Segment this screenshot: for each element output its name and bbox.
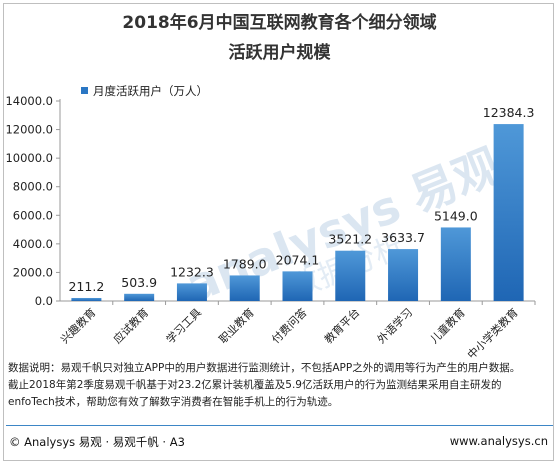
value-label: 503.9 — [121, 275, 157, 290]
category-label: 儿童教育 — [427, 305, 468, 346]
y-tick-label: 0.0 — [35, 294, 53, 308]
chart-title-line1: 2018年6月中国互联网教育各个细分领域 — [122, 13, 437, 33]
value-labels: 211.2 503.9 1232.3 1789.0 2074.1 3521.2 3633.7… — [68, 105, 534, 294]
value-label: 1789.0 — [223, 256, 267, 271]
category-label: 外语学习 — [374, 305, 415, 346]
y-tick-label: 8000.0 — [13, 180, 53, 194]
value-label: 5149.0 — [434, 208, 478, 223]
y-tick-label: 4000.0 — [13, 237, 53, 251]
value-label: 3633.7 — [381, 230, 425, 245]
footer-copyright: © Analysys 易观 · 易观千帆 · A3 — [9, 435, 185, 449]
category-label: 职业教育 — [216, 305, 257, 346]
legend-swatch — [81, 87, 88, 94]
legend: 月度活跃用户（万人） — [81, 84, 208, 98]
data-note-line2: 截止2018年第2季度易观千帆基于对23.2亿累计装机覆盖及5.9亿活跃用户的行… — [8, 379, 502, 391]
bar — [388, 249, 419, 301]
data-note-line1: 数据说明：易观千帆只对独立APP中的用户数据进行监测统计，不包括APP之外的调用… — [8, 362, 521, 374]
legend-label: 月度活跃用户（万人） — [93, 84, 208, 98]
category-label: 兴趣教育 — [57, 305, 98, 346]
category-label: 学习工具 — [163, 305, 204, 346]
category-label: 付费问答 — [269, 305, 310, 346]
chart-title-line2: 活跃用户规模 — [228, 43, 331, 63]
bar — [71, 297, 102, 301]
y-tick-label: 12000.0 — [5, 123, 53, 137]
bar — [493, 124, 524, 302]
y-tick-label: 6000.0 — [13, 208, 53, 222]
value-label: 211.2 — [68, 279, 104, 294]
category-label: 中小学类教育 — [464, 305, 521, 362]
category-label: 应试教育 — [110, 305, 151, 346]
data-note-line3: enfoTech技术，帮助您有效了解数字消费者在智能手机上的行为轨迹。 — [8, 396, 339, 408]
bar-chart: analysys 易观数据分析 0.02000.04000.06000.0800… — [5, 84, 536, 362]
value-label: 1232.3 — [170, 264, 214, 279]
bar — [282, 271, 313, 301]
category-label: 教育平台 — [321, 305, 362, 346]
footer-divider — [6, 425, 553, 426]
value-label: 3521.2 — [328, 232, 372, 247]
value-label: 12384.3 — [483, 105, 535, 120]
value-label: 2074.1 — [276, 252, 320, 267]
bar — [176, 283, 207, 301]
y-tick-label: 2000.0 — [13, 265, 53, 279]
bar — [440, 227, 471, 301]
y-tick-label: 10000.0 — [5, 151, 53, 165]
y-tick-label: 14000.0 — [5, 94, 53, 108]
footer-website: www.analysys.cn — [449, 434, 548, 448]
bars — [71, 124, 524, 302]
bar — [124, 293, 155, 301]
bar — [229, 275, 260, 301]
bar — [335, 250, 366, 301]
